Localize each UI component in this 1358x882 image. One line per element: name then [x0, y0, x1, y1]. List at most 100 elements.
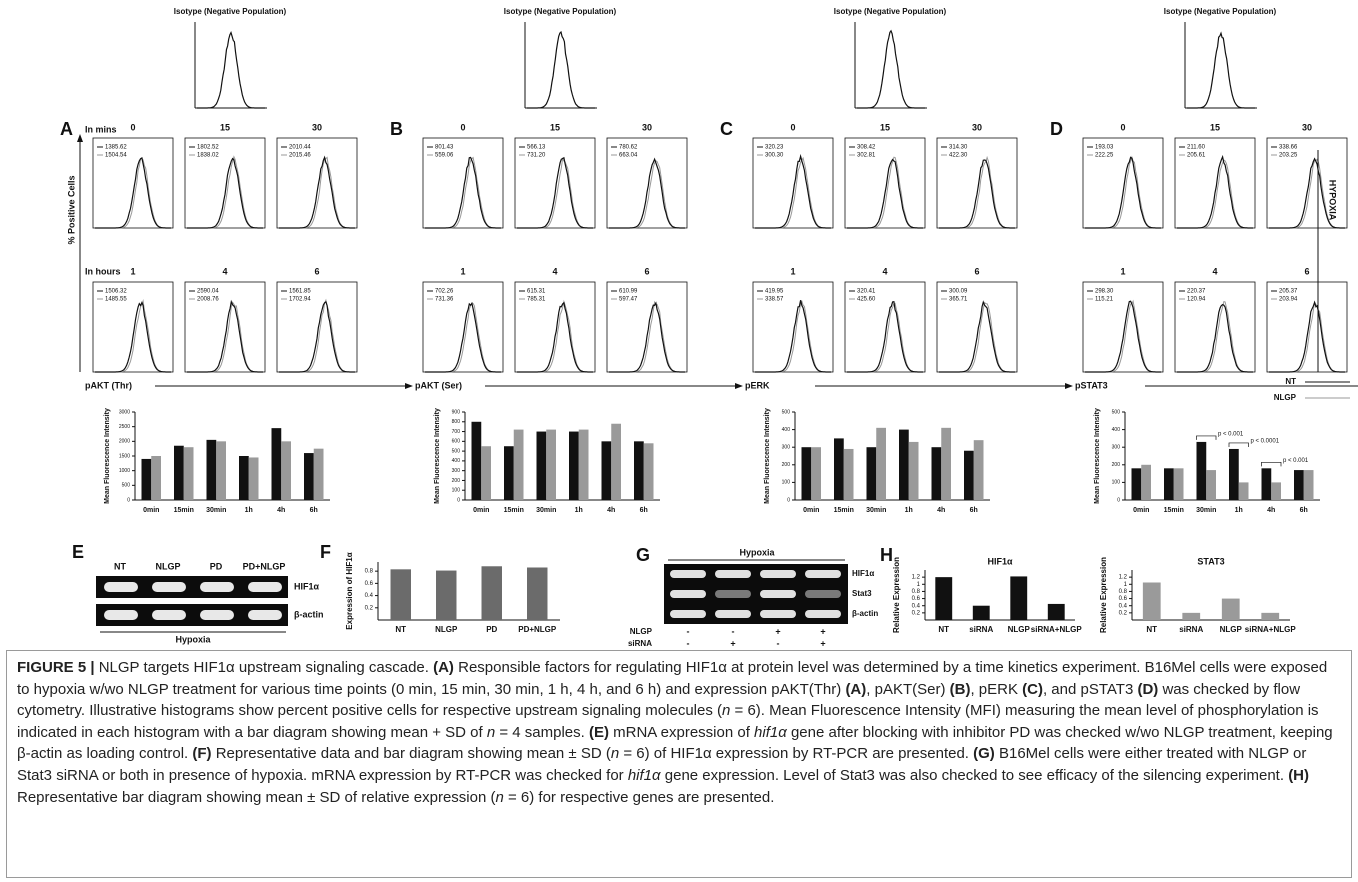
caption-run: (H)	[1288, 767, 1309, 784]
panel-letter: B	[390, 119, 403, 139]
caption-run: (E)	[589, 724, 609, 741]
y-tick-label: 0	[787, 497, 790, 503]
mfi-label: 425.60	[857, 297, 876, 303]
x-tick-label: 0min	[143, 507, 159, 514]
time-label: 15	[1210, 122, 1220, 132]
caption-run: = 4 samples.	[495, 724, 589, 741]
mfi-label: 365.71	[949, 297, 968, 303]
mfi-label: 298.30	[1095, 289, 1114, 295]
bar	[634, 441, 644, 500]
mfi-label: 320.23	[765, 145, 784, 151]
time-label: 0	[790, 122, 795, 132]
x-tick-label: 15min	[174, 507, 194, 514]
time-label: 6	[974, 266, 979, 276]
y-tick-label: 0.6	[365, 581, 374, 587]
time-label: 0	[130, 122, 135, 132]
x-tick-label: 30min	[206, 507, 226, 514]
histogram-curve	[425, 157, 501, 228]
treatment-label: siRNA	[628, 639, 652, 648]
histogram-curve	[197, 33, 265, 108]
y-tick-label: 200	[1112, 462, 1121, 468]
gel-band	[670, 570, 706, 578]
legend-label: NLGP	[1274, 393, 1297, 402]
y-tick-label: 500	[782, 409, 791, 415]
mfi-label: 2008.76	[197, 297, 219, 303]
histogram-curve	[279, 157, 355, 228]
y-tick-label: 3000	[119, 409, 130, 415]
histogram-frame	[1175, 138, 1255, 228]
gel-band	[200, 610, 234, 620]
y-tick-label: 0	[1117, 497, 1120, 503]
mfi-label: 308.42	[857, 145, 876, 151]
mfi-label: 115.21	[1095, 297, 1114, 303]
bar	[1174, 468, 1184, 500]
x-tick-label: NLGP	[435, 625, 458, 634]
figure-caption: FIGURE 5 | NLGP targets HIF1α upstream s…	[6, 650, 1352, 878]
bar	[472, 422, 482, 500]
x-tick-label: 6h	[640, 507, 648, 514]
histogram-curve	[857, 31, 925, 108]
histogram-curve	[517, 303, 593, 372]
y-tick-label: 100	[1112, 480, 1121, 486]
histogram-frame	[1083, 138, 1163, 228]
row-label: Stat3	[852, 589, 872, 598]
y-axis-label: % Positive Cells	[66, 175, 76, 244]
mfi-label: 1702.94	[289, 297, 311, 303]
side-label: HYPOXIA	[1328, 180, 1338, 221]
y-tick-label: 0.8	[912, 589, 921, 595]
bar	[546, 430, 556, 500]
mfi-label: 801.43	[435, 145, 454, 151]
y-tick-label: 300	[1112, 445, 1121, 451]
bar	[1271, 482, 1281, 500]
histogram-curve	[95, 303, 171, 372]
histogram-curve	[847, 302, 923, 372]
bar	[867, 447, 877, 500]
gel-band	[248, 610, 282, 620]
histogram-frame	[515, 282, 595, 372]
time-label: 1	[790, 266, 795, 276]
y-tick-label: 400	[782, 427, 791, 433]
gel-band	[760, 610, 796, 618]
histogram-frame	[845, 282, 925, 372]
bar	[514, 430, 524, 500]
mfi-label: 566.13	[527, 145, 546, 151]
bar	[834, 438, 844, 500]
isotype-title: Isotype (Negative Population)	[834, 7, 947, 16]
marker-label: pSTAT3	[1075, 380, 1108, 390]
mfi-label: 338.57	[765, 297, 784, 303]
bar	[909, 442, 919, 500]
bar	[239, 456, 249, 500]
y-tick-label: 300	[782, 445, 791, 451]
x-tick-label: 15min	[504, 507, 524, 514]
x-tick-label: 1h	[245, 507, 253, 514]
bar	[1222, 599, 1240, 620]
y-tick-label: 500	[452, 448, 461, 454]
mfi-label: 222.25	[1095, 153, 1114, 159]
mfi-label: 220.37	[1187, 289, 1206, 295]
bar	[482, 566, 502, 620]
bar	[314, 449, 324, 500]
caption-run: NLGP targets HIF1α upstream signaling ca…	[95, 659, 434, 676]
y-tick-label: 200	[452, 478, 461, 484]
bar	[537, 432, 547, 500]
y-tick-label: 500	[122, 483, 131, 489]
y-tick-label: 1.2	[912, 575, 921, 581]
histogram-curve	[1177, 157, 1253, 228]
bar	[1182, 613, 1200, 620]
bar	[1294, 470, 1304, 500]
arrowhead	[1065, 383, 1073, 389]
treatment-sign: +	[820, 638, 825, 648]
mfi-label: 731.36	[435, 297, 454, 303]
bar	[964, 451, 974, 500]
marker-label: pAKT (Thr)	[85, 380, 132, 390]
y-tick-label: 100	[782, 480, 791, 486]
time-label: 0	[460, 122, 465, 132]
arrowhead	[405, 383, 413, 389]
histogram-frame	[937, 282, 1017, 372]
histogram-curve	[279, 302, 355, 372]
treatment-sign: -	[687, 638, 690, 648]
x-tick-label: PD	[486, 625, 497, 634]
y-tick-label: 0	[457, 497, 460, 503]
histogram-curve	[755, 156, 831, 228]
time-label: 6	[644, 266, 649, 276]
